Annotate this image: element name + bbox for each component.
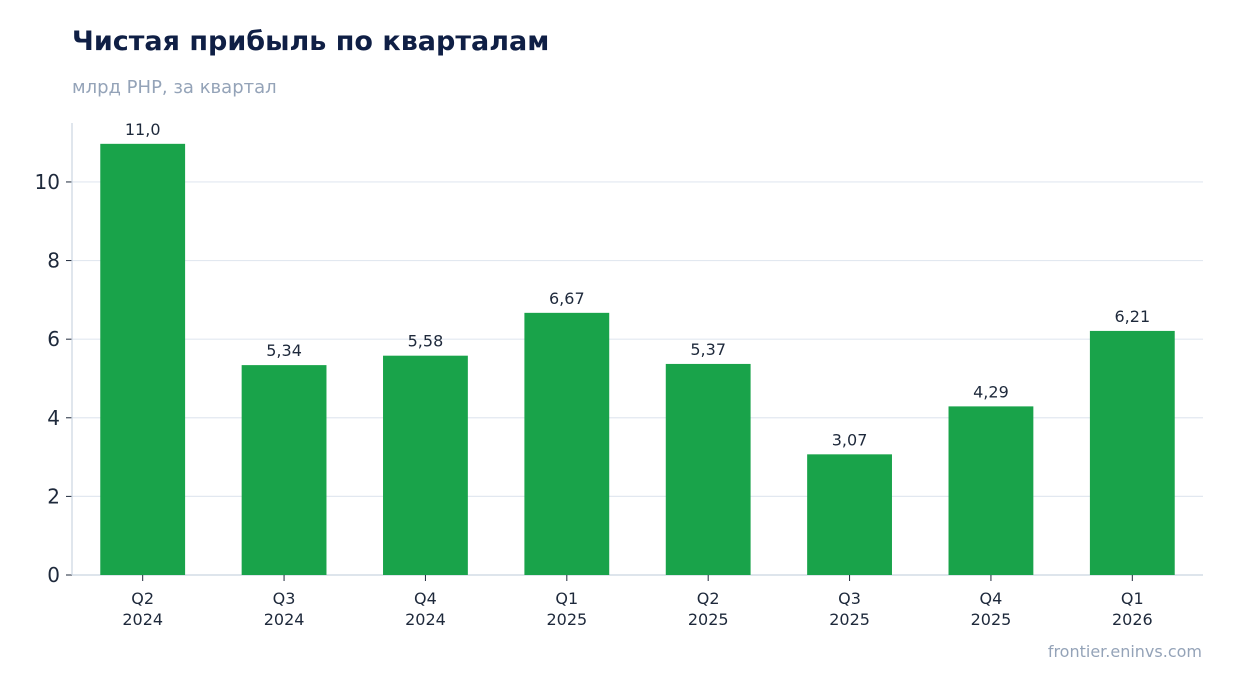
y-tick-label: 4 — [47, 406, 60, 430]
x-tick-label-quarter: Q1 — [555, 589, 578, 608]
data-label: 3,07 — [832, 430, 868, 449]
chart-subtitle: млрд РНР, за квартал — [72, 77, 277, 98]
x-tick-label-year: 2025 — [971, 610, 1012, 629]
x-tick-label-year: 2025 — [546, 610, 587, 629]
x-tick-label-quarter: Q4 — [980, 589, 1003, 608]
y-tick-label: 2 — [47, 484, 60, 508]
y-tick-label: 10 — [35, 170, 60, 194]
data-label: 5,34 — [266, 341, 302, 360]
bar — [1089, 330, 1175, 575]
chart-title: Чистая прибыль по кварталам — [72, 26, 550, 57]
x-tick-label-quarter: Q3 — [273, 589, 296, 608]
x-tick-label-quarter: Q2 — [697, 589, 720, 608]
x-tick-label-quarter: Q4 — [414, 589, 437, 608]
bar — [807, 454, 892, 575]
bars — [100, 143, 1175, 575]
data-label: 5,58 — [408, 332, 444, 351]
y-tick-label: 6 — [47, 327, 60, 351]
data-label: 11,0 — [125, 120, 161, 139]
bar — [948, 406, 1034, 575]
x-tick-label-quarter: Q3 — [838, 589, 861, 608]
bar — [383, 355, 468, 575]
source-credit: frontier.eninvs.com — [1047, 642, 1202, 661]
data-label: 6,67 — [549, 289, 585, 308]
y-tick-label: 8 — [47, 249, 60, 273]
bar — [241, 365, 327, 575]
x-tick-label-quarter: Q1 — [1121, 589, 1144, 608]
labels: 11,0 Q2 2024 5,34 Q3 2024 5,58 Q4 2024 6,67 Q1 2025… — [122, 120, 1152, 629]
bar — [100, 143, 186, 575]
x-tick-label-year: 2025 — [829, 610, 870, 629]
data-label: 6,21 — [1115, 307, 1151, 326]
x-tick-label-year: 2024 — [405, 610, 446, 629]
x-tick-label-quarter: Q2 — [131, 589, 154, 608]
x-tick-label-year: 2024 — [264, 610, 305, 629]
bar — [524, 312, 610, 575]
x-tick-label-year: 2026 — [1112, 610, 1153, 629]
data-label: 4,29 — [973, 382, 1009, 401]
x-tick-label-year: 2025 — [688, 610, 729, 629]
bar — [665, 363, 751, 575]
y-tick-label: 0 — [47, 563, 60, 587]
data-label: 5,37 — [690, 340, 726, 359]
x-tick-label-year: 2024 — [122, 610, 163, 629]
